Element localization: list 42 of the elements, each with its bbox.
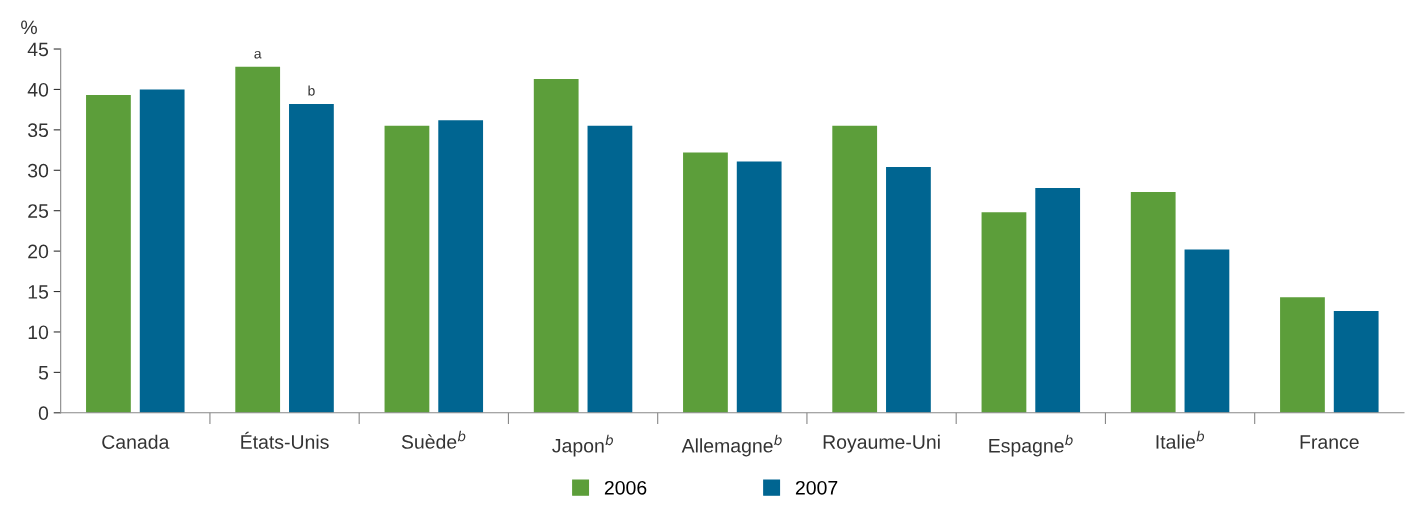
y-tick-label: 10 [28,325,49,340]
y-tick-label: 30 [27,163,49,178]
y-tick-label: 45 [27,42,49,57]
bar [1130,192,1176,413]
y-tick-label: 20 [28,244,49,259]
x-tick-label: Canada [102,434,170,449]
y-tick-label: 5 [38,366,49,380]
legend-label: 2007 [795,480,838,495]
y-tick-label: 15 [28,285,49,299]
x-tick-label: France [1300,435,1359,449]
y-tick-label: 35 [27,123,49,138]
y-axis-title: % [21,20,37,35]
bar [235,66,281,413]
bar [438,120,484,413]
bar [289,103,334,413]
annotation: a [254,50,262,59]
y-tick-label: 40 [27,82,49,97]
legend-label: 2006 [604,480,647,495]
bar [1333,310,1379,413]
bar [139,89,185,413]
bar [1035,188,1081,413]
x-tick-label: États-Unis [241,431,329,449]
bar [886,167,931,413]
x-tick-label: Allemagne$^{b}$ [681,434,782,457]
x-tick-label: Japon$^{b}$ [552,434,613,457]
bar [384,125,430,413]
bar [832,125,878,413]
bar [683,152,728,413]
x-tick-label: Suède$^{b}$ [401,430,466,449]
bar [1184,249,1230,413]
annotation: b [308,85,315,96]
y-tick-label: 25 [28,204,49,218]
bar [587,125,633,413]
bar [86,95,131,413]
x-tick-label: Italie$^{b}$ [1156,430,1205,449]
bar [736,161,782,413]
bar [981,212,1027,413]
y-tick-label: 0 [38,406,49,421]
x-tick-label: Espagne$^{b}$ [989,434,1073,457]
x-tick-label: Royaume-Uni [823,434,940,453]
bar [1280,297,1325,413]
bar [533,78,579,413]
